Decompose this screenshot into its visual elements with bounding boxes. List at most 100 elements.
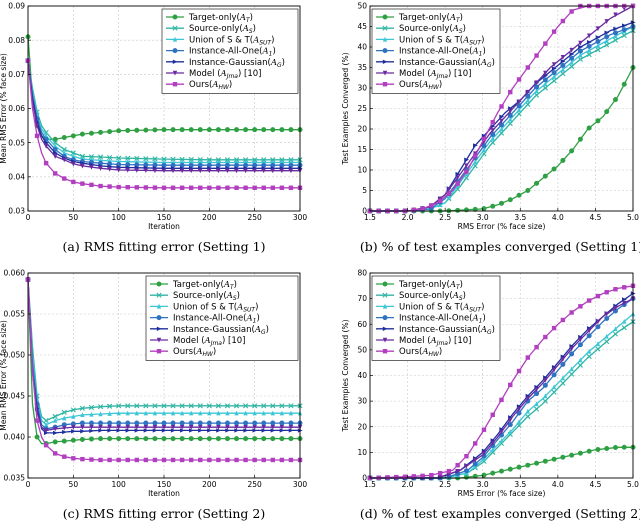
marker: [234, 457, 239, 463]
marker: [394, 474, 399, 480]
marker: [543, 41, 548, 46]
marker: [252, 127, 258, 133]
marker: [261, 457, 266, 463]
legend-entry-2: Source-only(AS): [376, 291, 466, 302]
marker: [125, 420, 131, 426]
marker: [437, 202, 443, 208]
legend-entry-2: Source-only(AS): [376, 24, 466, 35]
marker: [420, 473, 425, 479]
marker: [62, 150, 67, 156]
marker: [161, 127, 167, 133]
legend-label: Instance-Gaussian(AG): [399, 58, 495, 69]
marker: [252, 424, 257, 430]
marker: [525, 355, 530, 360]
marker: [586, 298, 592, 303]
marker: [481, 427, 487, 432]
marker: [134, 403, 140, 409]
marker: [252, 157, 258, 163]
y-tick-label: 0.09: [8, 2, 25, 11]
x-tick-label: 4.0: [552, 480, 564, 489]
x-tick-label: 300: [293, 480, 308, 489]
marker: [152, 156, 158, 162]
marker: [551, 66, 557, 71]
marker: [170, 185, 176, 190]
marker: [234, 420, 240, 426]
marker: [516, 406, 522, 412]
x-tick-label: 150: [157, 213, 172, 222]
marker: [543, 334, 548, 340]
marker: [382, 59, 388, 64]
marker: [534, 180, 540, 186]
legend-label: Target-only(AT): [398, 280, 463, 291]
marker: [586, 448, 592, 454]
marker: [551, 70, 557, 76]
marker: [134, 424, 139, 430]
marker: [429, 472, 434, 478]
marker: [225, 457, 230, 463]
marker: [551, 166, 557, 172]
marker: [116, 424, 121, 430]
marker: [152, 424, 158, 430]
marker: [152, 410, 158, 416]
marker: [569, 47, 574, 53]
marker: [179, 156, 185, 162]
marker: [216, 424, 221, 430]
marker: [234, 424, 239, 430]
marker: [79, 436, 85, 442]
marker: [198, 410, 203, 416]
marker: [252, 457, 257, 463]
marker: [80, 456, 85, 462]
marker: [534, 88, 539, 94]
x-tick-label: 250: [248, 480, 263, 489]
marker: [473, 153, 478, 158]
marker: [172, 36, 178, 42]
marker: [279, 403, 285, 409]
marker: [125, 155, 131, 161]
marker: [464, 169, 469, 174]
marker: [498, 468, 504, 474]
marker: [490, 140, 496, 146]
marker: [143, 403, 149, 409]
legend-label: Union of S & T(ASUT): [173, 302, 258, 313]
marker: [507, 120, 513, 127]
legend-box: [161, 8, 299, 94]
y-tick-label: 0: [362, 207, 367, 216]
marker: [143, 428, 149, 433]
marker: [569, 452, 575, 458]
x-tick-label: 0: [26, 480, 31, 489]
marker: [161, 424, 167, 430]
marker: [152, 168, 158, 174]
y-tick-label: 0.055: [4, 310, 26, 319]
marker: [481, 451, 487, 457]
marker: [34, 418, 40, 423]
y-axis-label: Test Examples Converged (%): [341, 319, 350, 432]
marker: [125, 428, 131, 433]
legend-label: Source-only(AS): [189, 24, 256, 35]
y-tick-label: 0.05: [8, 138, 25, 147]
x-axis-label: RMS Error (% face size): [458, 222, 546, 231]
marker: [225, 185, 230, 190]
marker: [152, 457, 158, 463]
marker: [508, 89, 513, 95]
marker: [586, 348, 592, 354]
legend-label: Ours(AHW): [399, 80, 442, 91]
marker: [288, 420, 294, 426]
y-tick-label: 50: [357, 2, 367, 11]
marker: [134, 428, 140, 433]
marker: [62, 425, 67, 431]
marker: [252, 428, 258, 433]
marker: [551, 367, 557, 373]
marker: [551, 29, 557, 34]
marker: [207, 457, 212, 463]
marker: [152, 403, 158, 409]
marker: [172, 48, 178, 54]
y-tick-label: 30: [357, 397, 367, 406]
marker: [243, 168, 248, 174]
marker: [490, 128, 495, 133]
y-tick-label: 0: [362, 474, 367, 483]
marker: [216, 185, 221, 190]
marker: [437, 198, 443, 203]
marker: [569, 351, 575, 357]
x-tick-label: 1.5: [364, 480, 376, 489]
x-tick-label: 3.0: [477, 480, 489, 489]
